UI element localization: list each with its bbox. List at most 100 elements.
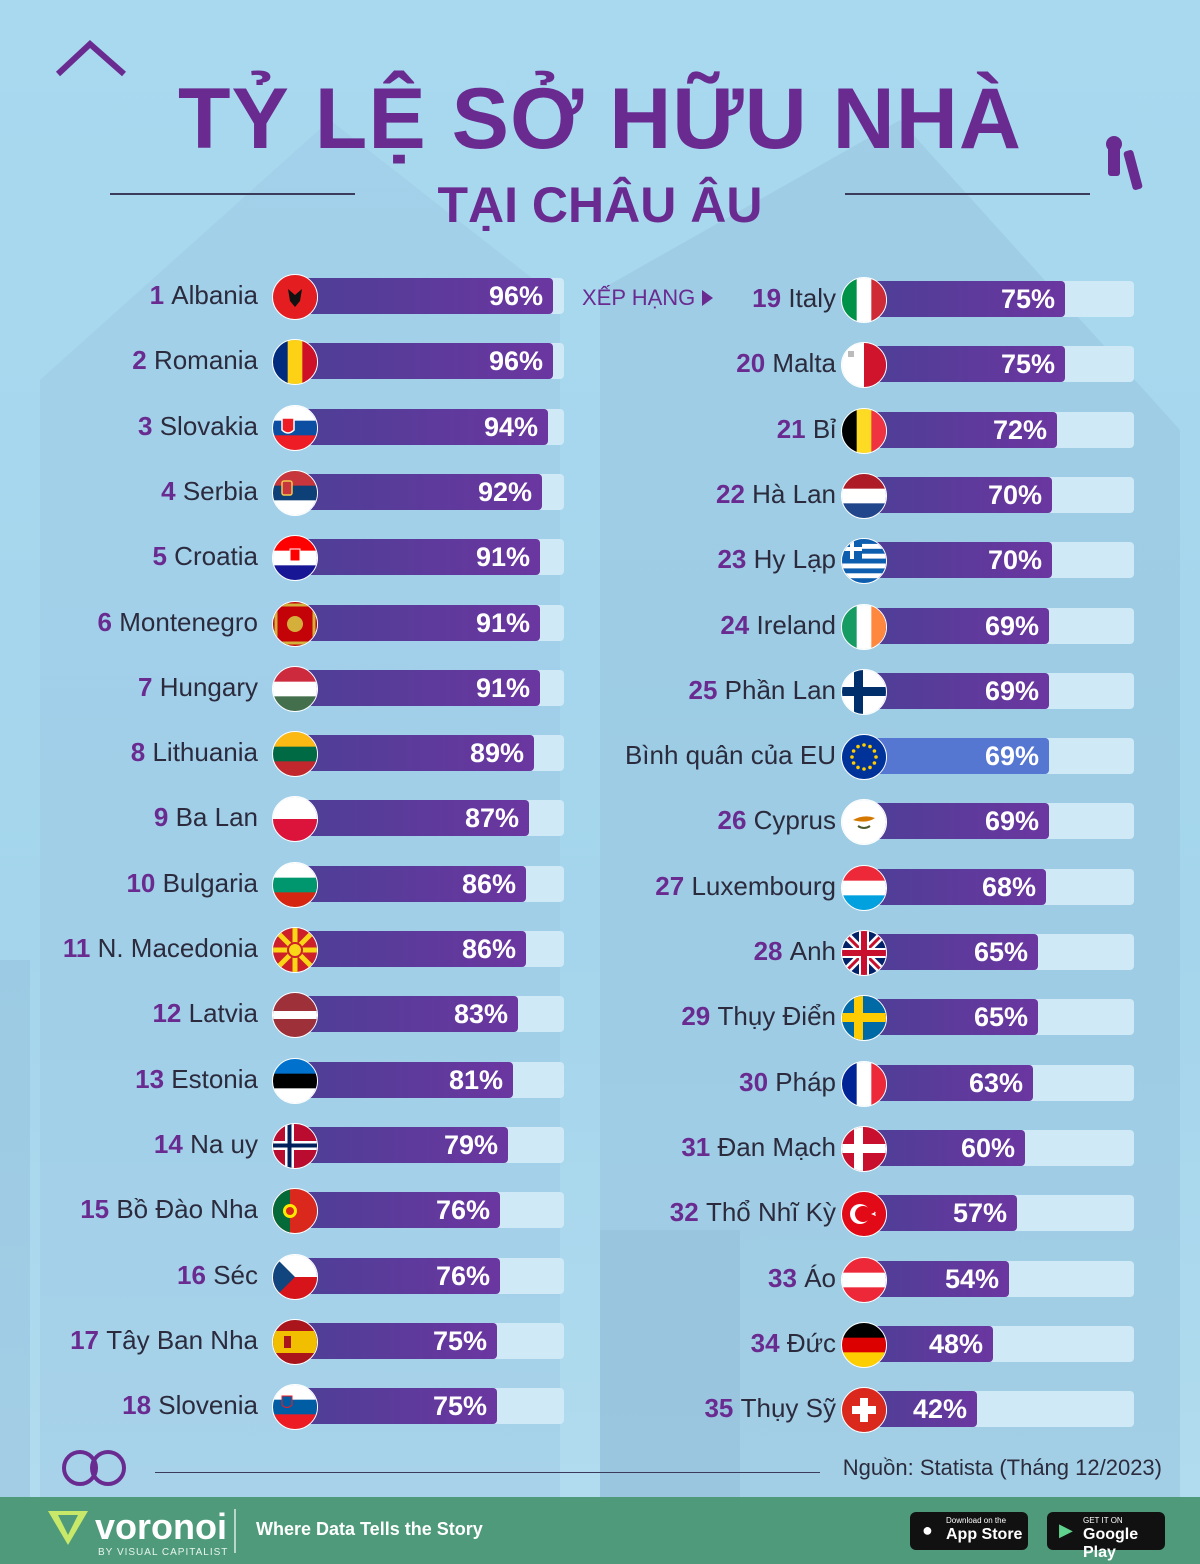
slovakia-flag-icon [272,405,318,451]
bulgaria-flag-icon [272,862,318,908]
switzerland-flag-icon [841,1387,887,1433]
country-label: 30 Pháp [739,1067,836,1098]
country-label: 33 Áo [768,1263,836,1294]
house-roof-icon [55,39,126,77]
latvia-flag-icon [272,992,318,1038]
country-label: 13 Estonia [135,1064,258,1095]
rank-number: 16 [177,1260,214,1290]
belgium-flag-icon [841,408,887,454]
country-label: 1 Albania [150,280,258,311]
country-label: 34 Đức [751,1328,836,1359]
bar-value-label: 69% [984,611,1039,641]
brand-subline: BY VISUAL CAPITALIST [98,1547,229,1558]
country-name: Hungary [159,672,258,702]
bar-value-label: 75% [1000,284,1055,314]
bar [296,866,526,902]
bar-value-label: 70% [987,480,1042,510]
country-label: 14 Na uy [154,1129,258,1160]
country-label: 25 Phần Lan [689,675,836,706]
country-name: N. Macedonia [97,933,258,963]
bar-value-label: 91% [475,673,530,703]
country-name: Thụy Điển [717,1001,837,1031]
key-icon [1106,136,1143,190]
country-label: 4 Serbia [161,476,258,507]
bar-value-label: 92% [477,477,532,507]
bar-value-label: 60% [960,1133,1015,1163]
montenegro-flag-icon [272,601,318,647]
tagline: Where Data Tells the Story [256,1519,483,1539]
country-label: 17 Tây Ban Nha [70,1325,258,1356]
country-label: 29 Thụy Điển [681,1001,836,1032]
brand-name: voronoi [95,1506,227,1547]
rank-number: 12 [152,998,189,1028]
bar [864,803,1049,839]
apple-icon: ● [922,1520,933,1540]
country-name: Đan Mạch [717,1132,837,1162]
play-icon: ▶ [1059,1520,1073,1540]
country-label: 27 Luxembourg [655,871,836,902]
country-label: 2 Romania [132,345,258,376]
bar-value-label: 70% [987,545,1042,575]
bar [864,477,1052,513]
country-label: 18 Slovenia [122,1390,258,1421]
bar [864,673,1049,709]
austria-flag-icon [841,1257,887,1303]
bar [296,605,540,641]
rank-number: 3 [138,411,160,441]
voronoi-logo-icon [48,1511,88,1545]
estonia-flag-icon [272,1058,318,1104]
country-label: 23 Hy Lạp [717,544,836,575]
bar [296,670,540,706]
bar-value-label: 75% [1000,349,1055,379]
country-name: Malta [772,348,836,378]
malta-flag-icon [841,342,887,388]
rank-number: 4 [161,476,183,506]
turkey-flag-icon [841,1191,887,1237]
country-label: 15 Bồ Đào Nha [80,1194,258,1225]
bar [864,1130,1025,1166]
footer-bar: voronoi BY VISUAL CAPITALIST Where Data … [0,1497,1200,1564]
bar-value-label: 65% [973,1002,1028,1032]
rank-number: 35 [704,1393,741,1423]
title-rule-left [110,193,355,195]
country-name: Estonia [171,1064,258,1094]
bar [296,931,526,967]
eu-flag-icon [841,734,887,780]
portugal-flag-icon [272,1188,318,1234]
bar-value-label: 69% [984,676,1039,706]
country-label: 31 Đan Mạch [681,1132,836,1163]
country-name: Montenegro [119,607,258,637]
rank-number: 24 [720,610,757,640]
page-subtitle: TẠI CHÂU ÂU [437,177,763,233]
bar-value-label: 54% [944,1264,999,1294]
google-play-small-text: GET IT ON [1083,1516,1123,1525]
country-name: Thụy Sỹ [740,1393,836,1423]
rank-number: 20 [736,348,773,378]
country-label: 6 Montenegro [98,607,258,638]
country-name: Ireland [756,610,837,640]
country-name: Ba Lan [175,802,258,832]
google-play-button[interactable]: ▶ GET IT ON Google Play [1047,1512,1165,1561]
country-label: 7 Hungary [138,672,258,703]
bar [296,278,553,314]
rank-number: 7 [138,672,160,702]
bar-value-label: 81% [448,1065,503,1095]
country-label: 10 Bulgaria [126,868,258,899]
source-note: Nguồn: Statista (Tháng 12/2023) [842,1455,1162,1480]
rank-number: 15 [80,1194,117,1224]
rank-number: 23 [717,544,754,574]
bar [864,542,1052,578]
country-name: Latvia [188,998,258,1028]
rank-number: 11 [62,933,98,963]
app-store-small-text: Download on the [946,1516,1007,1525]
country-label: 35 Thụy Sỹ [704,1393,836,1424]
country-name: Na uy [190,1129,258,1159]
sweden-flag-icon [841,995,887,1041]
title-rule-right [845,193,1090,195]
uk-flag-icon [841,930,887,976]
spain-flag-icon [272,1319,318,1365]
app-store-button[interactable]: ● Download on the App Store [910,1512,1028,1550]
bar-value-label: 75% [432,1391,487,1421]
country-name: Tây Ban Nha [106,1325,258,1355]
rank-arrow-icon [702,290,713,306]
